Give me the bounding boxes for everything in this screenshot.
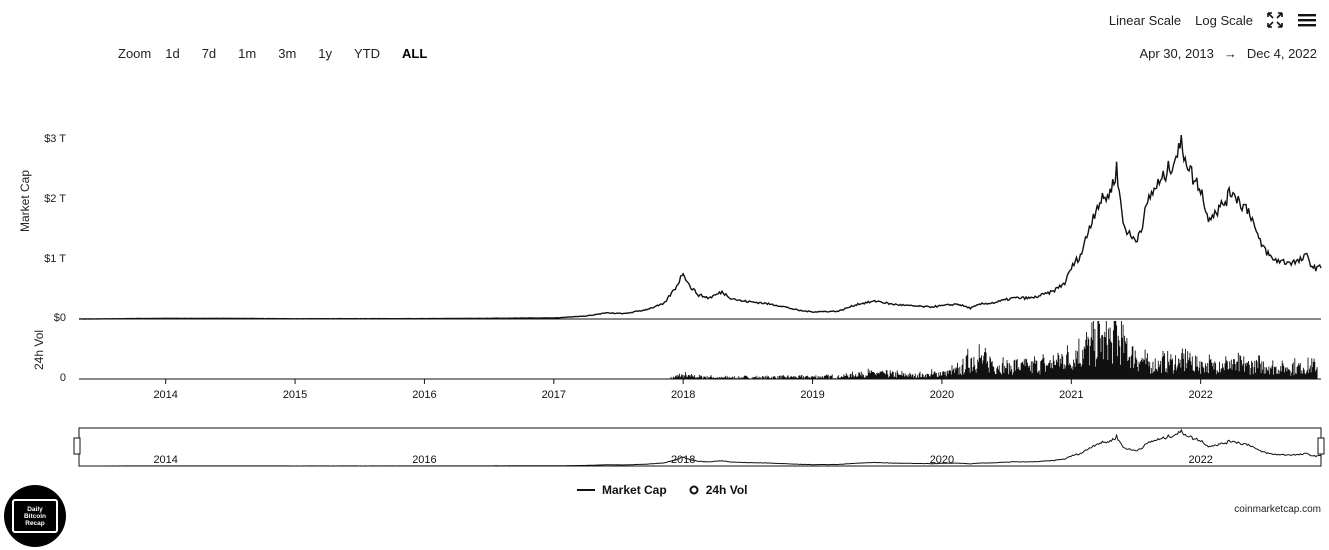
logo-text-line: Recap [25,519,45,527]
x-tick-label: 2018 [671,389,695,401]
navigator-tick-label: 2016 [412,454,436,466]
x-tick-label: 2022 [1188,389,1212,401]
fullscreen-icon[interactable] [1267,12,1283,28]
line-swatch-icon [577,489,595,491]
navigator-tick-label: 2020 [930,454,954,466]
y-tick-label: $0 [53,312,66,324]
x-tick-label: 2016 [412,389,436,401]
range-button-1d[interactable]: 1d [165,46,180,61]
y-tick-label: 0 [59,372,66,384]
menu-icon[interactable] [1297,12,1317,28]
y-tick-label: $3 T [44,133,66,145]
navigator-tick-label: 2014 [153,454,177,466]
x-tick-label: 2017 [542,389,566,401]
legend-item-volume[interactable]: 24h Vol [689,483,748,497]
logo-text-line: Bitcoin [23,512,47,520]
source-credit[interactable]: coinmarketcap.com [1234,504,1321,515]
legend-label-market-cap: Market Cap [602,483,667,497]
x-tick-label: 2014 [153,389,177,401]
range-navigator[interactable]: 2014 2016 2018 2020 2022 [0,420,1329,475]
market-cap-series-line [79,135,1322,320]
x-tick-label: 2019 [800,389,824,401]
x-tick-label: 2020 [930,389,954,401]
navigator-tick-label: 2018 [671,454,695,466]
range-button-1m[interactable]: 1m [238,46,257,61]
y-tick-label: $1 T [44,253,66,265]
navigator-tick-label: 2022 [1188,454,1212,466]
market-cap-chart[interactable]: 2014 2015 2016 2017 2018 2019 2020 2021 2022 [0,0,1329,410]
date-to[interactable]: Dec 4, 2022 [1246,46,1317,61]
circle-swatch-icon [689,485,699,495]
linear-scale-button[interactable]: Linear Scale [1108,12,1182,28]
date-from[interactable]: Apr 30, 2013 [1139,46,1214,61]
arrow-icon: → [1223,46,1237,61]
zoom-toolbar: Zoom 1d 7d 1m 3m 1y YTD ALL [118,46,449,61]
range-button-all[interactable]: ALL [402,46,428,61]
zoom-label: Zoom [118,46,152,61]
navigator-left-handle[interactable] [73,437,81,455]
navigator-right-handle[interactable] [1317,437,1325,455]
logo-text-line: Daily [27,505,43,513]
range-button-3m[interactable]: 3m [278,46,297,61]
scale-toolbar: Linear Scale Log Scale [1095,12,1317,28]
legend: Market Cap 24h Vol [577,483,747,497]
x-tick-label: 2015 [283,389,307,401]
x-tick-label: 2021 [1059,389,1083,401]
navigator-frame [78,427,1322,467]
volume-series-bars [670,321,1318,379]
navigator-series-line [79,428,1322,467]
log-scale-button[interactable]: Log Scale [1195,12,1253,28]
range-button-ytd[interactable]: YTD [354,46,381,61]
legend-item-market-cap[interactable]: Market Cap [577,483,667,497]
y-tick-label: $2 T [44,193,66,205]
legend-label-volume: 24h Vol [705,483,748,497]
date-range: Apr 30, 2013 → Dec 4, 2022 [1139,46,1317,61]
range-button-1y[interactable]: 1y [318,46,333,61]
daily-bitcoin-recap-logo: Daily Bitcoin Recap [4,485,66,547]
range-button-7d[interactable]: 7d [201,46,217,61]
